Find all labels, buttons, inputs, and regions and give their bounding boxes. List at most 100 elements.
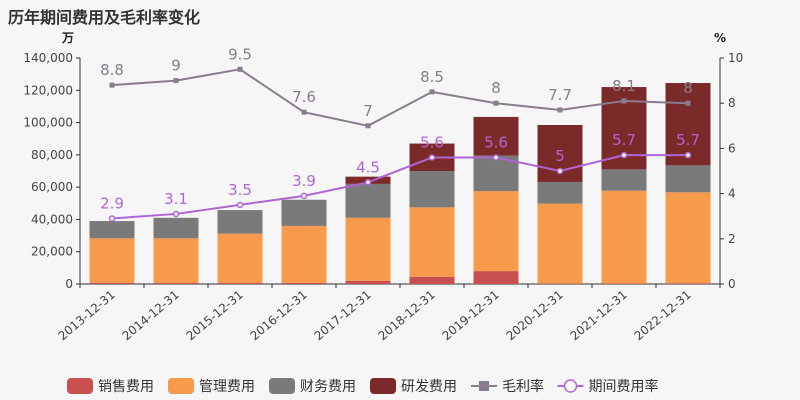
- line-1-data-label: 9.5: [228, 45, 252, 63]
- line-2-data-label: 5.6: [420, 133, 444, 151]
- y-right-unit: %: [714, 31, 726, 45]
- line-1-point: [173, 78, 179, 84]
- line-2-data-label: 3.1: [164, 190, 188, 208]
- y-right-tick-label: 10: [728, 51, 743, 65]
- y-left-tick-label: 100,000: [23, 116, 73, 130]
- bar-1-1: [89, 282, 135, 284]
- line-1-data-label: 9: [171, 57, 181, 75]
- y-left-tick-label: 40,000: [31, 212, 73, 226]
- bar-2-5: [345, 217, 391, 281]
- y-left-tick-label: 0: [65, 277, 73, 291]
- line-1-point: [365, 123, 371, 129]
- bar-2-6: [409, 207, 455, 277]
- bar-3-2: [153, 217, 199, 239]
- legend-marker-6: [563, 379, 578, 393]
- legend-swatch-2: [168, 378, 194, 394]
- bar-2-4: [281, 225, 327, 283]
- line-1-point: [429, 89, 435, 95]
- line-2-point: [556, 167, 564, 175]
- line-2-data-label: 4.5: [356, 158, 380, 176]
- legend-swatch-4: [370, 378, 396, 394]
- line-2-point: [236, 201, 244, 209]
- line-1-data-label: 7: [363, 102, 373, 120]
- y-left-unit: 万: [61, 31, 74, 45]
- legend-label-2: 管理费用: [199, 379, 255, 395]
- line-2-point: [492, 154, 500, 161]
- line-2-point: [364, 179, 372, 186]
- line-1-data-label: 8: [491, 79, 501, 97]
- legend-label-1: 销售费用: [98, 379, 154, 395]
- bar-3-4: [281, 199, 327, 226]
- line-1-point: [493, 100, 499, 106]
- line-1-point: [621, 98, 627, 104]
- bar-3-6: [409, 171, 455, 208]
- bar-3-9: [601, 169, 647, 191]
- line-1-data-label: 7.7: [548, 86, 572, 104]
- line-1-point: [301, 109, 307, 115]
- legend-label-6: 期间费用率: [589, 378, 659, 395]
- bar-1-7: [473, 271, 519, 284]
- line-1-data-label: 8.5: [420, 68, 444, 86]
- bar-1-5: [345, 280, 391, 284]
- line-2-point: [428, 154, 436, 161]
- line-2-data-label: 2.9: [100, 194, 124, 212]
- bar-3-8: [537, 181, 583, 204]
- x-tick-label: 2013-12-31: [55, 288, 117, 344]
- bar-3-1: [89, 221, 135, 239]
- legend-label-3: 财务费用: [300, 379, 356, 395]
- legend-marker-5: [479, 381, 489, 391]
- legend-swatch-3: [269, 378, 295, 394]
- bar-4-7: [473, 116, 519, 156]
- x-tick-label: 2015-12-31: [183, 288, 245, 344]
- line-1-data-label: 8: [683, 79, 693, 97]
- bar-2-3: [217, 233, 263, 284]
- line-1-point: [237, 66, 243, 72]
- bar-1-4: [281, 282, 327, 284]
- x-tick-label: 2022-12-31: [631, 288, 693, 344]
- bar-2-2: [153, 238, 199, 284]
- line-1-point: [557, 107, 563, 113]
- x-tick-label: 2019-12-31: [439, 288, 501, 344]
- x-tick-label: 2018-12-31: [375, 288, 437, 344]
- line-1-point: [109, 82, 115, 88]
- bar-2-10: [665, 192, 711, 284]
- line-2-data-label: 5.6: [484, 133, 508, 151]
- x-tick-label: 2020-12-31: [503, 288, 565, 344]
- line-1-point: [685, 100, 691, 106]
- y-left-tick-label: 120,000: [23, 83, 73, 97]
- line-2: [111, 154, 688, 220]
- bar-1-10: [665, 283, 711, 284]
- bar-2-1: [89, 238, 135, 283]
- y-left-tick-label: 80,000: [31, 148, 73, 162]
- legend-label-4: 研发费用: [401, 379, 457, 395]
- line-2-point: [620, 151, 628, 159]
- line-1-data-label: 8.1: [612, 77, 636, 95]
- bar-3-10: [665, 165, 711, 193]
- line-2-point: [684, 151, 692, 159]
- legend-label-5: 毛利率: [502, 378, 544, 395]
- chart-title: 历年期间费用及毛利率变化: [8, 8, 201, 27]
- line-2-point: [172, 210, 180, 218]
- x-tick-label: 2014-12-31: [119, 288, 181, 344]
- bar-2-8: [537, 203, 583, 284]
- line-1-data-label: 7.6: [292, 88, 316, 106]
- line-2-point: [300, 192, 308, 200]
- bar-4-10: [665, 83, 711, 166]
- y-right-tick-label: 4: [728, 187, 736, 201]
- line-2-point: [108, 215, 116, 222]
- bar-1-2: [153, 283, 199, 284]
- bar-1-6: [409, 276, 455, 284]
- y-left-tick-label: 60,000: [31, 180, 73, 194]
- line-1: [111, 68, 689, 127]
- bar-3-5: [345, 183, 391, 218]
- bar-3-3: [217, 210, 263, 234]
- legend-swatch-1: [67, 378, 93, 394]
- x-tick-label: 2017-12-31: [311, 288, 373, 344]
- line-2-data-label: 5.7: [676, 131, 700, 149]
- y-left-tick-label: 140,000: [23, 51, 73, 65]
- x-tick-label: 2016-12-31: [247, 288, 309, 344]
- y-right-tick-label: 8: [728, 96, 736, 110]
- line-2-data-label: 5.7: [612, 131, 636, 149]
